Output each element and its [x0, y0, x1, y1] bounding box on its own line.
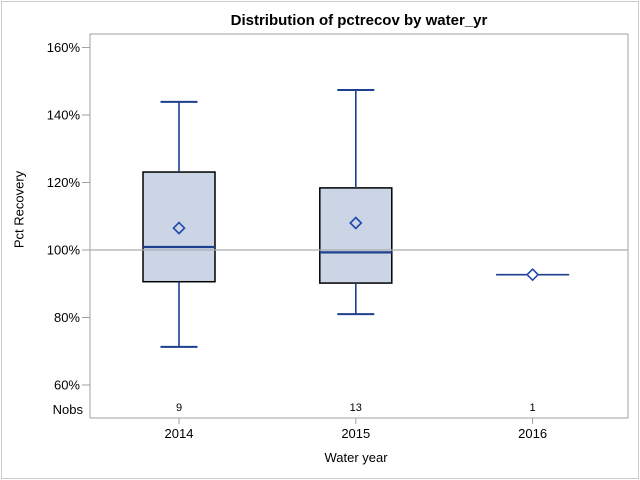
x-tick-label-2014: 2014 — [165, 426, 194, 441]
nobs-value-2015: 13 — [350, 402, 362, 414]
y-tick-label-120: 120% — [47, 175, 81, 190]
y-tick-label-100: 100% — [47, 243, 81, 258]
mean-marker-2016 — [525, 268, 540, 282]
nobs-value-2014: 9 — [176, 402, 182, 414]
nobs-value-2016: 1 — [530, 402, 536, 414]
y-tick-label-160: 160% — [47, 40, 81, 55]
chart-title: Distribution of pctrecov by water_yr — [230, 12, 488, 29]
box-2014 — [142, 171, 216, 283]
x-tick-label-2016: 2016 — [518, 426, 547, 441]
mean-marker-2015 — [349, 216, 363, 230]
nobs-row-label: Nobs — [52, 402, 83, 417]
mean-marker-2014 — [172, 221, 186, 235]
y-tick-label-60: 60% — [54, 378, 80, 393]
y-tick-label-140: 140% — [47, 108, 81, 123]
x-tick-label-2015: 2015 — [341, 426, 370, 441]
y-tick-label-80: 80% — [54, 310, 80, 325]
box-2015 — [319, 187, 393, 284]
x-axis-label: Water year — [324, 450, 388, 465]
plot-frame — [89, 33, 629, 419]
